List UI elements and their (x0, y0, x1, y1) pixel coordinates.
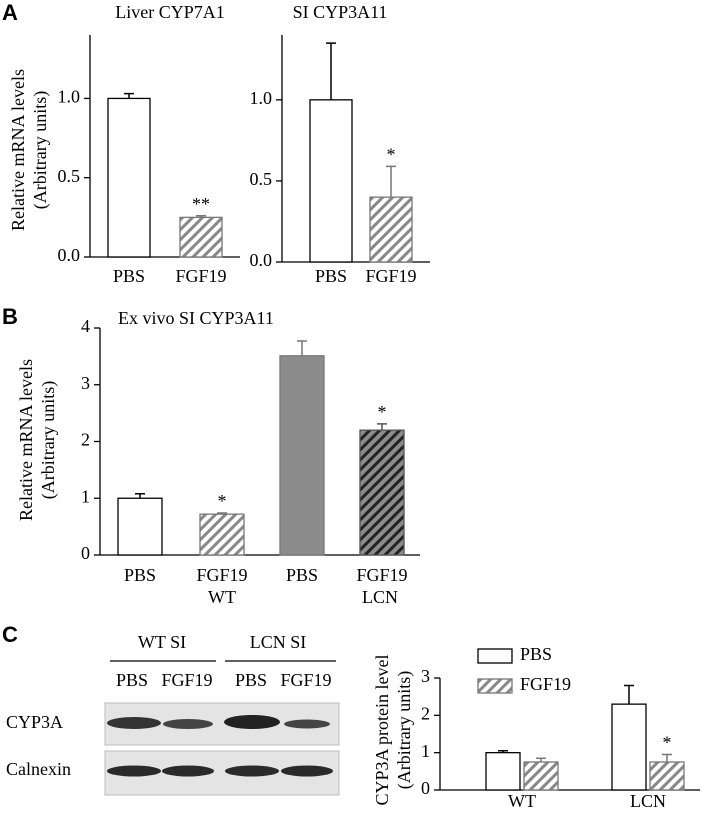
y-tick-label: 4 (81, 316, 90, 336)
error-bar (135, 492, 145, 499)
y-axis-label: Relative mRNA levels (8, 69, 28, 231)
error-bar (217, 512, 227, 515)
y-axis-label: (Arbitrary units) (30, 91, 51, 209)
panel-label: B (2, 304, 18, 329)
y-tick-label: 3 (421, 666, 430, 686)
panel-label: A (2, 0, 18, 25)
blot-group: LCN SI (250, 632, 307, 652)
y-tick-label: 2 (421, 703, 430, 723)
y-tick-label: 0 (421, 778, 430, 798)
y-tick-label: 0 (81, 543, 90, 563)
bar (611, 703, 647, 791)
y-tick-label: 3 (81, 373, 90, 393)
bar (369, 196, 413, 263)
x-tick-label: FGF19 (356, 565, 407, 585)
lane-label: FGF19 (161, 670, 212, 690)
y-tick-label: 0.5 (58, 166, 81, 186)
group-label: WT (208, 587, 236, 607)
bar (199, 513, 245, 556)
significance: * (387, 144, 396, 164)
bar (179, 216, 223, 258)
group-label: LCN (362, 587, 398, 607)
significance: * (218, 491, 227, 511)
error-bar (536, 757, 546, 762)
significance: ** (192, 194, 210, 214)
legend-swatch (477, 648, 513, 664)
x-tick-label: WT (508, 791, 536, 811)
bar (117, 497, 163, 556)
y-tick-label: 1 (421, 741, 430, 761)
legend-label: FGF19 (520, 674, 571, 694)
error-bar (377, 423, 387, 431)
panel-label: C (2, 622, 18, 647)
x-tick-label: PBS (315, 266, 347, 286)
y-axis-label: Relative mRNA levels (16, 359, 36, 521)
row-label: CYP3A (6, 712, 63, 732)
error-bar (662, 753, 672, 762)
lane-label: PBS (235, 670, 267, 690)
legend-swatch (477, 678, 513, 694)
x-tick-label: FGF19 (365, 266, 416, 286)
error-bar (326, 42, 336, 100)
bar (279, 355, 325, 556)
bar (485, 752, 521, 791)
x-tick-label: PBS (124, 565, 156, 585)
significance: * (663, 733, 672, 753)
x-tick-label: LCN (630, 791, 666, 811)
blot-group: WT SI (138, 632, 186, 652)
y-axis-label: (Arbitrary units) (38, 381, 59, 499)
error-bar (297, 340, 307, 356)
error-bar (498, 750, 508, 753)
y-tick-label: 0.0 (58, 245, 81, 265)
y-tick-label: 0.0 (250, 250, 273, 270)
y-axis-label: (Arbitrary units) (394, 671, 415, 789)
error-bar (196, 215, 206, 218)
error-bar (624, 684, 634, 705)
bar (107, 97, 151, 258)
lane-label: PBS (116, 670, 148, 690)
error-bar (386, 165, 396, 198)
x-tick-label: FGF19 (196, 565, 247, 585)
bar (523, 761, 559, 791)
x-tick-label: PBS (286, 565, 318, 585)
legend-label: PBS (520, 644, 552, 664)
y-axis-label: CYP3A protein level (372, 655, 392, 806)
bar (309, 99, 353, 263)
bar (649, 761, 685, 791)
significance: * (378, 402, 387, 422)
y-tick-label: 1 (81, 486, 90, 506)
chart-title: Liver CYP7A1 (115, 2, 225, 22)
y-tick-label: 2 (81, 430, 90, 450)
blot-image (104, 702, 340, 796)
y-tick-label: 0.5 (250, 169, 273, 189)
y-tick-label: 1.0 (250, 88, 273, 108)
error-bar (124, 92, 134, 99)
row-label: Calnexin (6, 759, 71, 779)
lane-label: FGF19 (280, 670, 331, 690)
bar (359, 429, 405, 556)
chart-title: Ex vivo SI CYP3A11 (118, 308, 274, 328)
x-tick-label: PBS (113, 266, 145, 286)
chart-title: SI CYP3A11 (293, 2, 388, 22)
y-tick-label: 1.0 (58, 87, 81, 107)
x-tick-label: FGF19 (175, 266, 226, 286)
